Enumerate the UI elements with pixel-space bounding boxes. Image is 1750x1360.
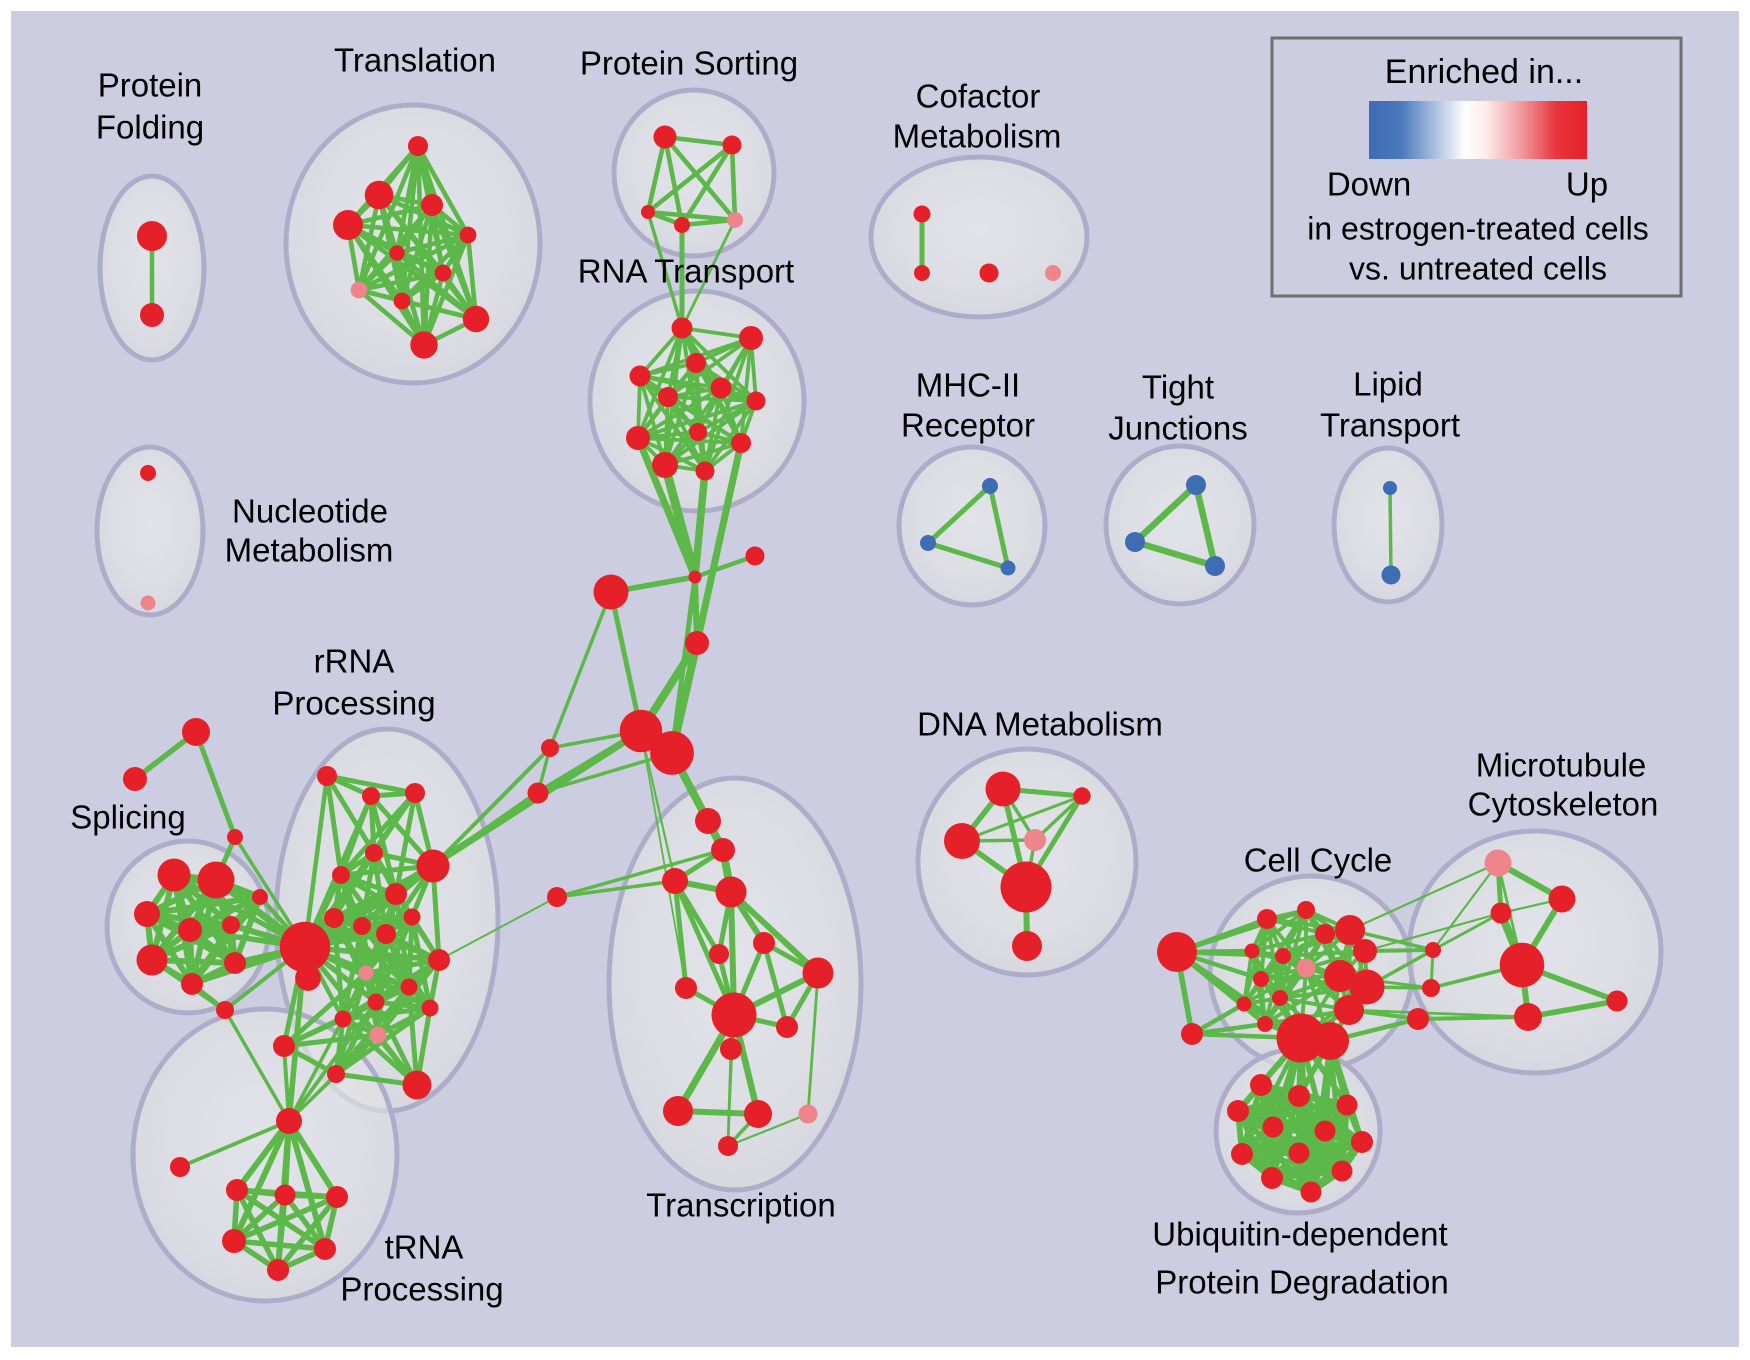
svg-text:Processing: Processing bbox=[340, 1271, 503, 1308]
svg-text:Enriched in...: Enriched in... bbox=[1385, 53, 1583, 91]
svg-text:rRNA: rRNA bbox=[314, 643, 395, 680]
svg-text:Down: Down bbox=[1327, 166, 1411, 203]
svg-text:Ubiquitin-dependent: Ubiquitin-dependent bbox=[1152, 1216, 1447, 1253]
svg-text:vs. untreated cells: vs. untreated cells bbox=[1349, 250, 1607, 286]
svg-text:Microtubule: Microtubule bbox=[1476, 747, 1647, 784]
svg-text:Folding: Folding bbox=[96, 109, 204, 146]
svg-text:MHC-II: MHC-II bbox=[916, 367, 1020, 404]
svg-text:tRNA: tRNA bbox=[385, 1229, 464, 1266]
svg-text:Junctions: Junctions bbox=[1108, 410, 1247, 447]
svg-text:Metabolism: Metabolism bbox=[225, 532, 394, 569]
svg-text:Nucleotide: Nucleotide bbox=[232, 493, 388, 530]
svg-text:Transcription: Transcription bbox=[646, 1187, 836, 1224]
svg-text:Receptor: Receptor bbox=[901, 407, 1035, 444]
svg-text:Cytoskeleton: Cytoskeleton bbox=[1468, 786, 1659, 823]
svg-text:Lipid: Lipid bbox=[1353, 366, 1423, 403]
svg-text:Up: Up bbox=[1566, 166, 1608, 203]
svg-text:Metabolism: Metabolism bbox=[893, 118, 1062, 155]
svg-text:Protein Degradation: Protein Degradation bbox=[1155, 1264, 1449, 1301]
svg-text:Protein Sorting: Protein Sorting bbox=[580, 45, 798, 82]
svg-text:Splicing: Splicing bbox=[70, 799, 186, 836]
svg-text:DNA Metabolism: DNA Metabolism bbox=[917, 706, 1163, 743]
svg-text:Processing: Processing bbox=[272, 685, 435, 722]
svg-text:Cell Cycle: Cell Cycle bbox=[1244, 842, 1393, 879]
svg-text:Translation: Translation bbox=[334, 42, 496, 79]
svg-text:Cofactor: Cofactor bbox=[916, 78, 1041, 115]
svg-text:Transport: Transport bbox=[1320, 407, 1460, 444]
svg-text:in estrogen-treated cells: in estrogen-treated cells bbox=[1307, 210, 1649, 246]
svg-text:RNA Transport: RNA Transport bbox=[578, 253, 794, 290]
svg-text:Tight: Tight bbox=[1142, 369, 1214, 406]
svg-text:Protein: Protein bbox=[98, 67, 203, 104]
